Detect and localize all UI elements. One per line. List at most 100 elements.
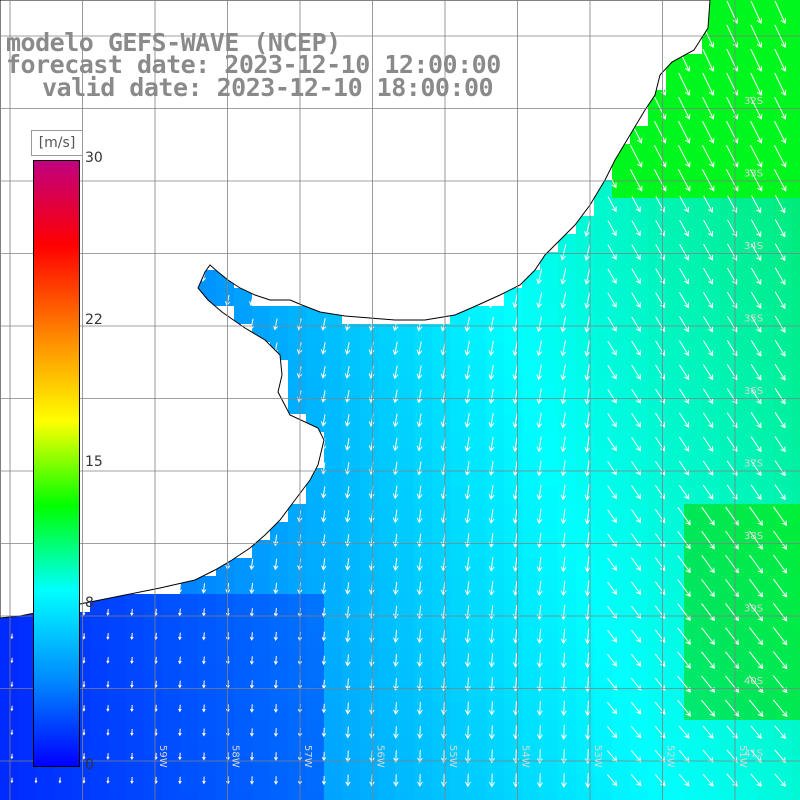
wind-speed-cell [738, 414, 756, 432]
wind-speed-cell [468, 342, 486, 360]
wind-arrow [130, 632, 134, 641]
wind-speed-cell [288, 396, 306, 414]
wind-arrow [440, 701, 447, 716]
wind-arrow [273, 679, 278, 689]
wind-speed-cell [342, 666, 360, 684]
wind-arrow [488, 461, 495, 476]
wind-speed-cell [648, 126, 666, 144]
wind-speed-cell [648, 630, 666, 648]
wind-arrow [750, 484, 762, 501]
wind-arrow [772, 578, 788, 598]
wind-arrow [679, 244, 689, 261]
wind-arrow [344, 486, 351, 499]
wind-arrow [749, 530, 764, 550]
wind-arrow [392, 437, 399, 452]
wind-arrow [655, 364, 665, 380]
wind-speed-cell [324, 324, 342, 342]
wind-speed-cell [288, 342, 306, 360]
wind-speed-cell [702, 270, 720, 288]
wind-arrow [536, 532, 543, 549]
wind-speed-cell [684, 486, 702, 504]
wind-speed-cell [90, 684, 108, 702]
wind-arrow [607, 437, 617, 452]
wind-arrow [321, 582, 327, 595]
wind-speed-cell [558, 720, 576, 738]
wind-speed-cell [288, 666, 306, 684]
wind-speed-cell [684, 540, 702, 558]
wind-arrow [178, 680, 182, 689]
wind-speed-cell [54, 774, 72, 792]
wind-arrow [725, 627, 740, 646]
wind-speed-cell [630, 612, 648, 630]
wind-speed-cell [306, 504, 324, 522]
wind-speed-cell [738, 90, 756, 108]
wind-arrow [750, 460, 762, 477]
wind-speed-cell [684, 504, 702, 522]
wind-speed-cell [576, 522, 594, 540]
wind-speed-cell [288, 648, 306, 666]
wind-speed-cell [216, 594, 234, 612]
wind-arrow [345, 726, 351, 739]
wind-arrow [677, 531, 691, 550]
wind-arrow [512, 364, 519, 381]
wind-speed-cell [522, 540, 540, 558]
wind-speed-cell [324, 576, 342, 594]
wind-arrow [655, 292, 665, 309]
wind-arrow [702, 96, 715, 120]
wind-arrow [654, 774, 666, 787]
wind-speed-cell [432, 486, 450, 504]
wind-speed-cell [378, 612, 396, 630]
wind-speed-cell [270, 684, 288, 702]
wind-speed-cell [234, 288, 252, 306]
wind-speed-cell [720, 72, 738, 90]
wind-speed-cell [144, 666, 162, 684]
wind-speed-cell [396, 738, 414, 756]
wind-speed-cell [270, 522, 288, 540]
wind-speed-cell [612, 288, 630, 306]
wind-arrow [536, 556, 543, 573]
wind-speed-cell [486, 450, 504, 468]
wind-speed-cell [648, 504, 666, 522]
wind-speed-cell [468, 558, 486, 576]
wind-speed-cell [162, 738, 180, 756]
wind-speed-cell [468, 630, 486, 648]
wind-speed-cell [216, 576, 234, 594]
wind-arrow [272, 318, 279, 331]
wind-speed-cell [630, 324, 648, 342]
wind-speed-cell [288, 594, 306, 612]
wind-arrow [631, 388, 641, 404]
wind-speed-cell [198, 702, 216, 720]
wind-arrow [10, 729, 14, 736]
wind-speed-cell [234, 792, 252, 800]
wind-speed-cell [468, 648, 486, 666]
wind-speed-cell [648, 702, 666, 720]
wind-speed-cell [738, 378, 756, 396]
wind-speed-cell [432, 378, 450, 396]
wind-speed-cell [378, 504, 396, 522]
wind-speed-cell [396, 648, 414, 666]
wind-speed-cell [252, 774, 270, 792]
wind-speed-cell [324, 522, 342, 540]
wind-speed-cell [666, 774, 684, 792]
wind-speed-cell [0, 666, 18, 684]
wind-speed-cell [648, 270, 666, 288]
wind-speed-cell [90, 774, 108, 792]
wind-speed-cell [0, 720, 18, 738]
wind-speed-cell [342, 342, 360, 360]
wind-speed-cell [648, 738, 666, 756]
wind-arrow [725, 675, 740, 693]
wind-speed-cell [522, 486, 540, 504]
wind-speed-cell [522, 720, 540, 738]
wind-arrow [607, 196, 617, 213]
wind-arrow [774, 773, 786, 787]
wind-arrow [488, 340, 495, 357]
wind-speed-cell [738, 180, 756, 198]
wind-speed-cell [648, 180, 666, 198]
wind-arrow [584, 508, 591, 525]
wind-speed-cell [612, 720, 630, 738]
wind-speed-cell [558, 612, 576, 630]
wind-arrow [512, 340, 519, 357]
wind-speed-cell [774, 414, 792, 432]
wind-speed-cell [396, 414, 414, 432]
wind-speed-cell [144, 774, 162, 792]
